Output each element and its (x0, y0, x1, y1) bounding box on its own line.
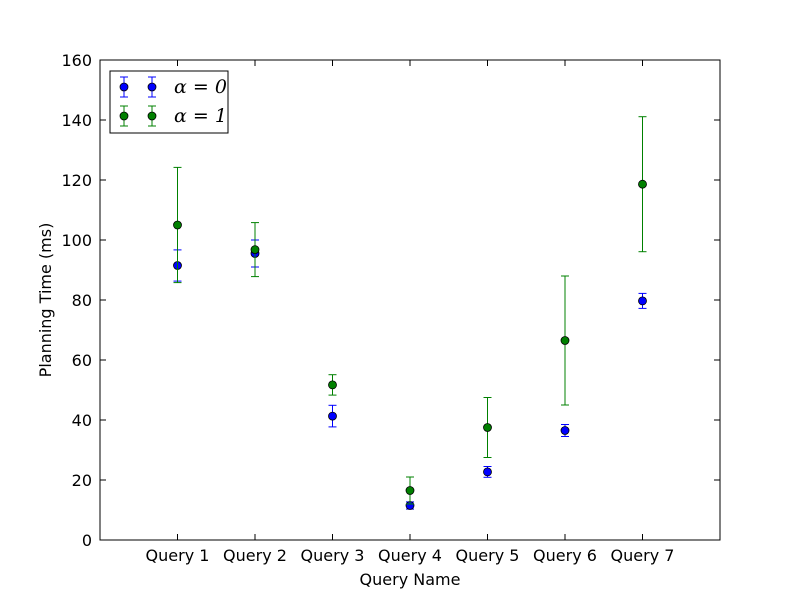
x-tick-label: Query 3 (301, 546, 365, 565)
legend-marker (119, 111, 129, 121)
data-point (560, 336, 570, 345)
legend-frame (109, 70, 229, 134)
data-point (483, 423, 492, 432)
data-point (405, 486, 415, 495)
data-point (483, 467, 492, 477)
ticks-layer: 0 20 40 60 80 100 120 140 160 Query 1 Query 2 Query… (61, 51, 720, 565)
y-tick-label: 120 (61, 171, 92, 190)
x-axis-label: Query Name (360, 570, 461, 589)
data-point (638, 179, 647, 189)
series-1 (173, 116, 647, 505)
y-tick-label: 80 (72, 291, 92, 310)
legend-marker (147, 111, 157, 121)
legend-label: α = 1 (174, 105, 227, 127)
y-tick-label: 40 (72, 411, 92, 430)
x-tick-label: Query 4 (378, 546, 442, 565)
legend: α = 0 α = 1 (109, 70, 229, 134)
y-tick-label: 60 (72, 351, 92, 370)
legend-label: α = 0 (174, 76, 227, 98)
x-tick-label: Query 1 (146, 546, 210, 565)
series-0 (173, 239, 647, 510)
legend-marker (147, 82, 157, 92)
y-axis-label: Planning Time (ms) (36, 223, 55, 378)
y-tick-label: 20 (72, 471, 92, 490)
x-tick-label: Query 7 (611, 546, 675, 565)
data-point (173, 220, 182, 230)
y-tick-label: 160 (61, 51, 92, 70)
y-tick-label: 100 (61, 231, 92, 250)
marks-layer (173, 116, 647, 510)
legend-marker (119, 82, 129, 92)
data-point (250, 245, 260, 255)
data-point (328, 380, 337, 390)
data-point (328, 411, 337, 421)
data-point (560, 426, 570, 435)
legend-items: α = 0 α = 1 (119, 76, 227, 127)
x-tick-label: Query 6 (533, 546, 597, 565)
x-tick-label: Query 2 (223, 546, 287, 565)
y-tick-label: 140 (61, 111, 92, 130)
x-tick-label: Query 5 (456, 546, 520, 565)
data-point (638, 296, 647, 306)
y-tick-label: 0 (82, 531, 92, 550)
